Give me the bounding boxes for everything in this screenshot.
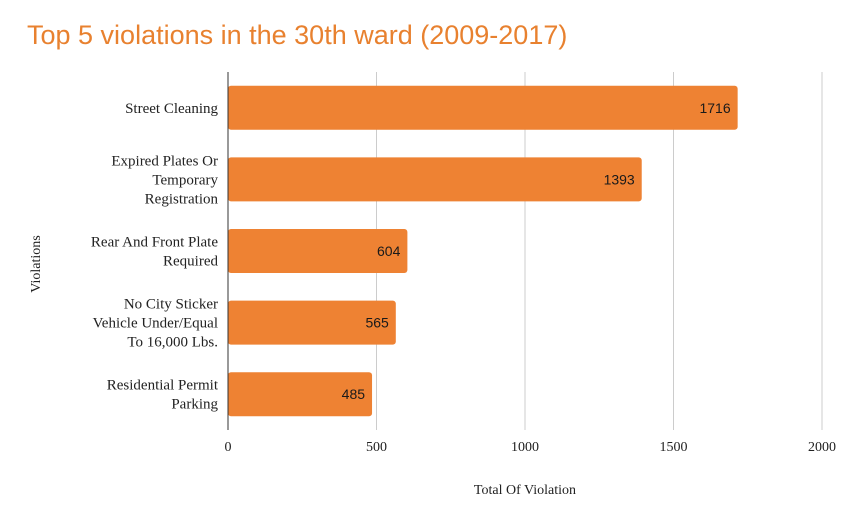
- category-label: Expired Plates Or Temporary Registration: [111, 153, 218, 207]
- bar: [228, 300, 396, 345]
- gridlines: [376, 72, 823, 430]
- data-label: 1393: [604, 171, 635, 187]
- bar: [228, 157, 642, 202]
- x-axis-label: Total Of Violation: [474, 483, 576, 498]
- x-tick-label: 0: [225, 440, 232, 455]
- x-tick-label: 1500: [660, 440, 688, 455]
- chart-title: Top 5 violations in the 30th ward (2009-…: [27, 20, 568, 50]
- x-tick-label: 2000: [808, 440, 836, 455]
- data-label: 1716: [699, 100, 730, 116]
- data-label: 485: [342, 386, 366, 402]
- bar: [228, 229, 408, 273]
- bar: [228, 85, 738, 130]
- category-label: Rear And Front Plate Required: [91, 235, 219, 270]
- category-labels: Street Cleaning Expired Plates Or Temporar…: [91, 101, 219, 413]
- data-label: 565: [365, 315, 389, 331]
- bar: [228, 372, 373, 417]
- x-tick-label: 1000: [511, 440, 539, 455]
- bars: 1716 1393 604 565 485: [228, 85, 738, 417]
- data-label: 604: [377, 243, 401, 259]
- y-axis-label: Violations: [29, 235, 44, 293]
- category-label: Street Cleaning: [125, 101, 218, 117]
- category-label: Residential Permit Parking: [107, 378, 219, 413]
- x-tick-labels: 0 500 1000 1500 2000: [225, 440, 837, 455]
- x-tick-label: 500: [366, 440, 387, 455]
- category-label: No City Sticker Vehicle Under/Equal To 16,…: [93, 297, 218, 351]
